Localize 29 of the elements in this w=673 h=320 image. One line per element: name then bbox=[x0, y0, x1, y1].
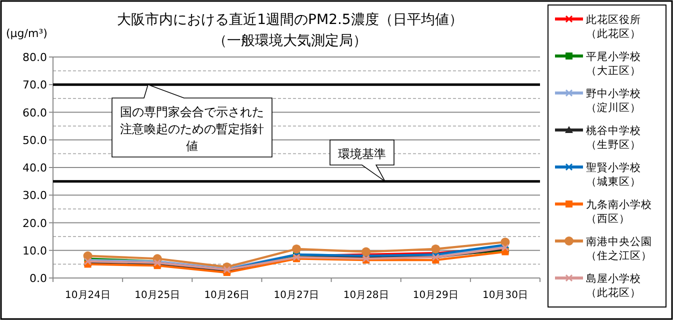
legend-label: 桃谷中学校（生野区） bbox=[586, 124, 641, 151]
ref-line-label: 環境基準 bbox=[338, 147, 386, 161]
legend-label: 聖賢小学校（城東区） bbox=[586, 161, 641, 188]
y-tick-label: 10.0 bbox=[22, 244, 47, 258]
y-tick-label: 60.0 bbox=[22, 106, 47, 120]
y-tick-label: 20.0 bbox=[22, 216, 47, 230]
y-tick-label: 0.0 bbox=[30, 272, 47, 285]
ref-line-label: 国の専門家会合で示された注意喚起のための暫定指針値 bbox=[120, 105, 264, 153]
chart-subtitle: （一般環境大気測定局） bbox=[213, 33, 367, 49]
y-tick-label: 40.0 bbox=[22, 162, 47, 174]
x-tick-label: 10月30日 bbox=[482, 290, 528, 301]
y-axis-title: (μg/m³) bbox=[6, 27, 48, 40]
x-tick-label: 10月25日 bbox=[134, 290, 180, 301]
x-tick-label: 10月26日 bbox=[204, 290, 250, 301]
legend-label: 九条南小学校（西区） bbox=[586, 198, 652, 225]
y-tick-label: 80.0 bbox=[22, 51, 47, 64]
chart-title: 大阪市内における直近1週間のPM2.5濃度（日平均値） bbox=[117, 12, 463, 28]
legend-label: 平尾小学校（大正区） bbox=[586, 50, 641, 77]
x-tick-label: 10月27日 bbox=[274, 290, 320, 301]
y-tick-label: 30.0 bbox=[22, 189, 47, 202]
y-tick-label: 50.0 bbox=[22, 134, 47, 147]
y-tick-label: 70.0 bbox=[22, 78, 47, 92]
legend-label: 南港中央公園（住之江区） bbox=[586, 235, 652, 262]
legend-label: 島屋小学校（此花区） bbox=[586, 272, 641, 299]
x-tick-label: 10月29日 bbox=[412, 290, 458, 301]
legend-label: 此花区役所（此花区） bbox=[586, 13, 641, 40]
x-tick-label: 10月24日 bbox=[65, 290, 111, 301]
x-tick-label: 10月28日 bbox=[343, 290, 389, 301]
legend-label: 野中小学校（淀川区） bbox=[586, 87, 641, 114]
